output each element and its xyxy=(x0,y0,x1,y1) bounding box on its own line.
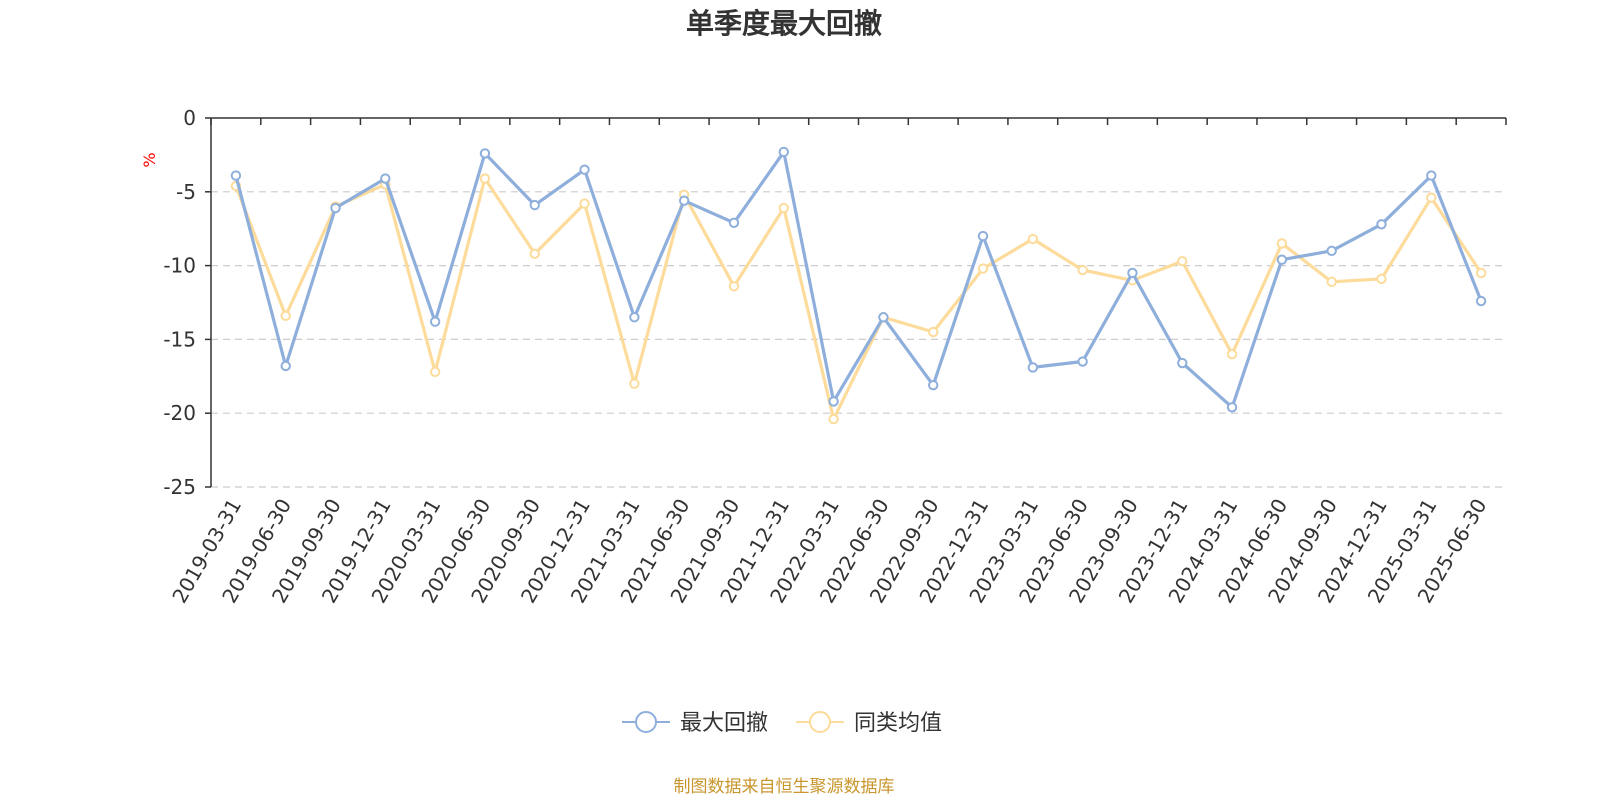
data-point xyxy=(1027,362,1039,373)
series-lines xyxy=(230,146,1487,425)
data-point xyxy=(928,379,939,391)
data-point xyxy=(828,413,839,425)
chart-title: 单季度最大回撤 xyxy=(686,7,882,40)
data-point xyxy=(1077,356,1088,367)
data-point xyxy=(678,195,690,206)
data-point xyxy=(1127,267,1138,279)
data-point xyxy=(429,316,441,327)
data-point xyxy=(828,396,839,407)
data-point xyxy=(1376,219,1387,230)
data-point xyxy=(1426,192,1437,203)
data-point xyxy=(977,263,989,274)
legend-marker xyxy=(635,711,657,733)
data-point xyxy=(1177,357,1188,369)
data-point xyxy=(928,326,939,338)
data-point xyxy=(1077,264,1088,276)
data-point xyxy=(728,281,740,292)
data-point xyxy=(629,378,640,389)
data-point xyxy=(778,202,789,214)
data-point xyxy=(280,310,291,321)
y-tick-label: -5 xyxy=(176,180,196,204)
data-point xyxy=(479,173,491,184)
legend-label: 同类均值 xyxy=(854,711,942,736)
data-point xyxy=(1475,267,1487,279)
data-point xyxy=(1475,295,1487,307)
legend-label: 最大回撤 xyxy=(680,711,768,736)
data-point xyxy=(1376,273,1387,285)
data-point xyxy=(1276,238,1288,249)
data-point xyxy=(579,164,590,175)
series-line xyxy=(234,176,1483,421)
data-point xyxy=(1027,233,1039,245)
data-point xyxy=(1326,245,1337,257)
data-point xyxy=(1226,348,1238,360)
data-point xyxy=(330,202,341,214)
y-tick-label: -10 xyxy=(163,254,196,278)
data-point xyxy=(1276,254,1288,265)
data-point xyxy=(579,198,590,209)
legend-item[interactable]: 同类均值 xyxy=(796,711,942,736)
data-point xyxy=(380,173,391,184)
y-tick-label: -15 xyxy=(163,327,196,351)
data-point xyxy=(280,360,291,372)
y-tick-label: -25 xyxy=(163,475,196,499)
data-source-note: 制图数据来自恒生聚源数据库 xyxy=(674,777,895,797)
data-point xyxy=(977,230,989,242)
axes: 0-5-10-15-20-252019-03-312019-06-302019-… xyxy=(163,106,1507,607)
data-point xyxy=(629,312,640,323)
data-point xyxy=(429,366,441,378)
data-point xyxy=(728,217,740,228)
data-point xyxy=(1177,255,1188,267)
data-point xyxy=(479,148,491,159)
data-point xyxy=(529,248,540,259)
y-tick-label: 0 xyxy=(183,106,196,130)
data-point xyxy=(1226,402,1238,413)
y-axis-unit: % xyxy=(140,152,159,167)
data-point xyxy=(878,312,889,323)
legend-item[interactable]: 最大回撤 xyxy=(622,711,768,736)
data-point xyxy=(230,170,242,181)
data-point xyxy=(778,146,789,158)
data-point xyxy=(1326,276,1337,288)
series-line xyxy=(234,150,1483,409)
data-point xyxy=(1426,170,1437,181)
legend[interactable]: 最大回撤 同类均值 xyxy=(622,711,942,736)
data-point xyxy=(529,199,540,211)
legend-marker xyxy=(809,711,831,733)
y-tick-label: -20 xyxy=(163,401,196,425)
